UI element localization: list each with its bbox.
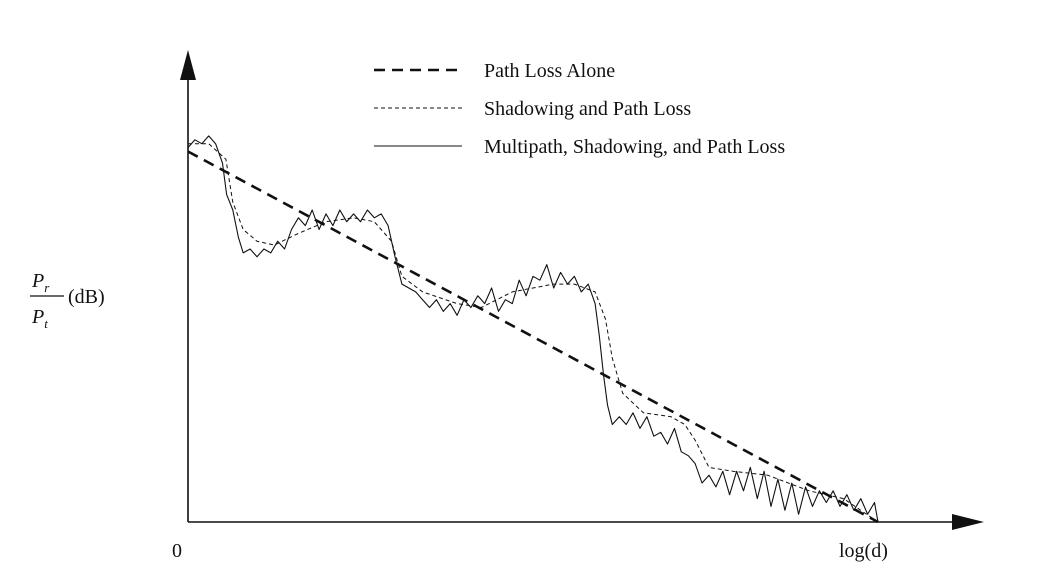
series-line-1: [187, 150, 879, 524]
series-line-2: [188, 143, 879, 523]
legend-label-1: Path Loss Alone: [484, 60, 615, 82]
y-label-unit: (dB): [68, 286, 105, 308]
y-label-denominator: Pt: [31, 306, 48, 331]
legend-label-2: Shadowing and Path Loss: [484, 98, 691, 120]
x-origin-label: 0: [172, 540, 182, 562]
series-layer: [187, 135, 879, 524]
axes: [180, 50, 984, 530]
series-line-3: [187, 135, 879, 523]
y-axis-label: Pr Pt (dB): [30, 270, 105, 331]
legend: Path Loss Alone Shadowing and Path Loss Mu…: [374, 60, 785, 158]
y-label-numerator: Pr: [31, 270, 50, 295]
x-axis-arrowhead: [952, 514, 984, 530]
legend-label-3: Multipath, Shadowing, and Path Loss: [484, 136, 785, 158]
y-axis-arrowhead: [180, 50, 196, 80]
x-axis-label: log(d): [839, 540, 888, 562]
